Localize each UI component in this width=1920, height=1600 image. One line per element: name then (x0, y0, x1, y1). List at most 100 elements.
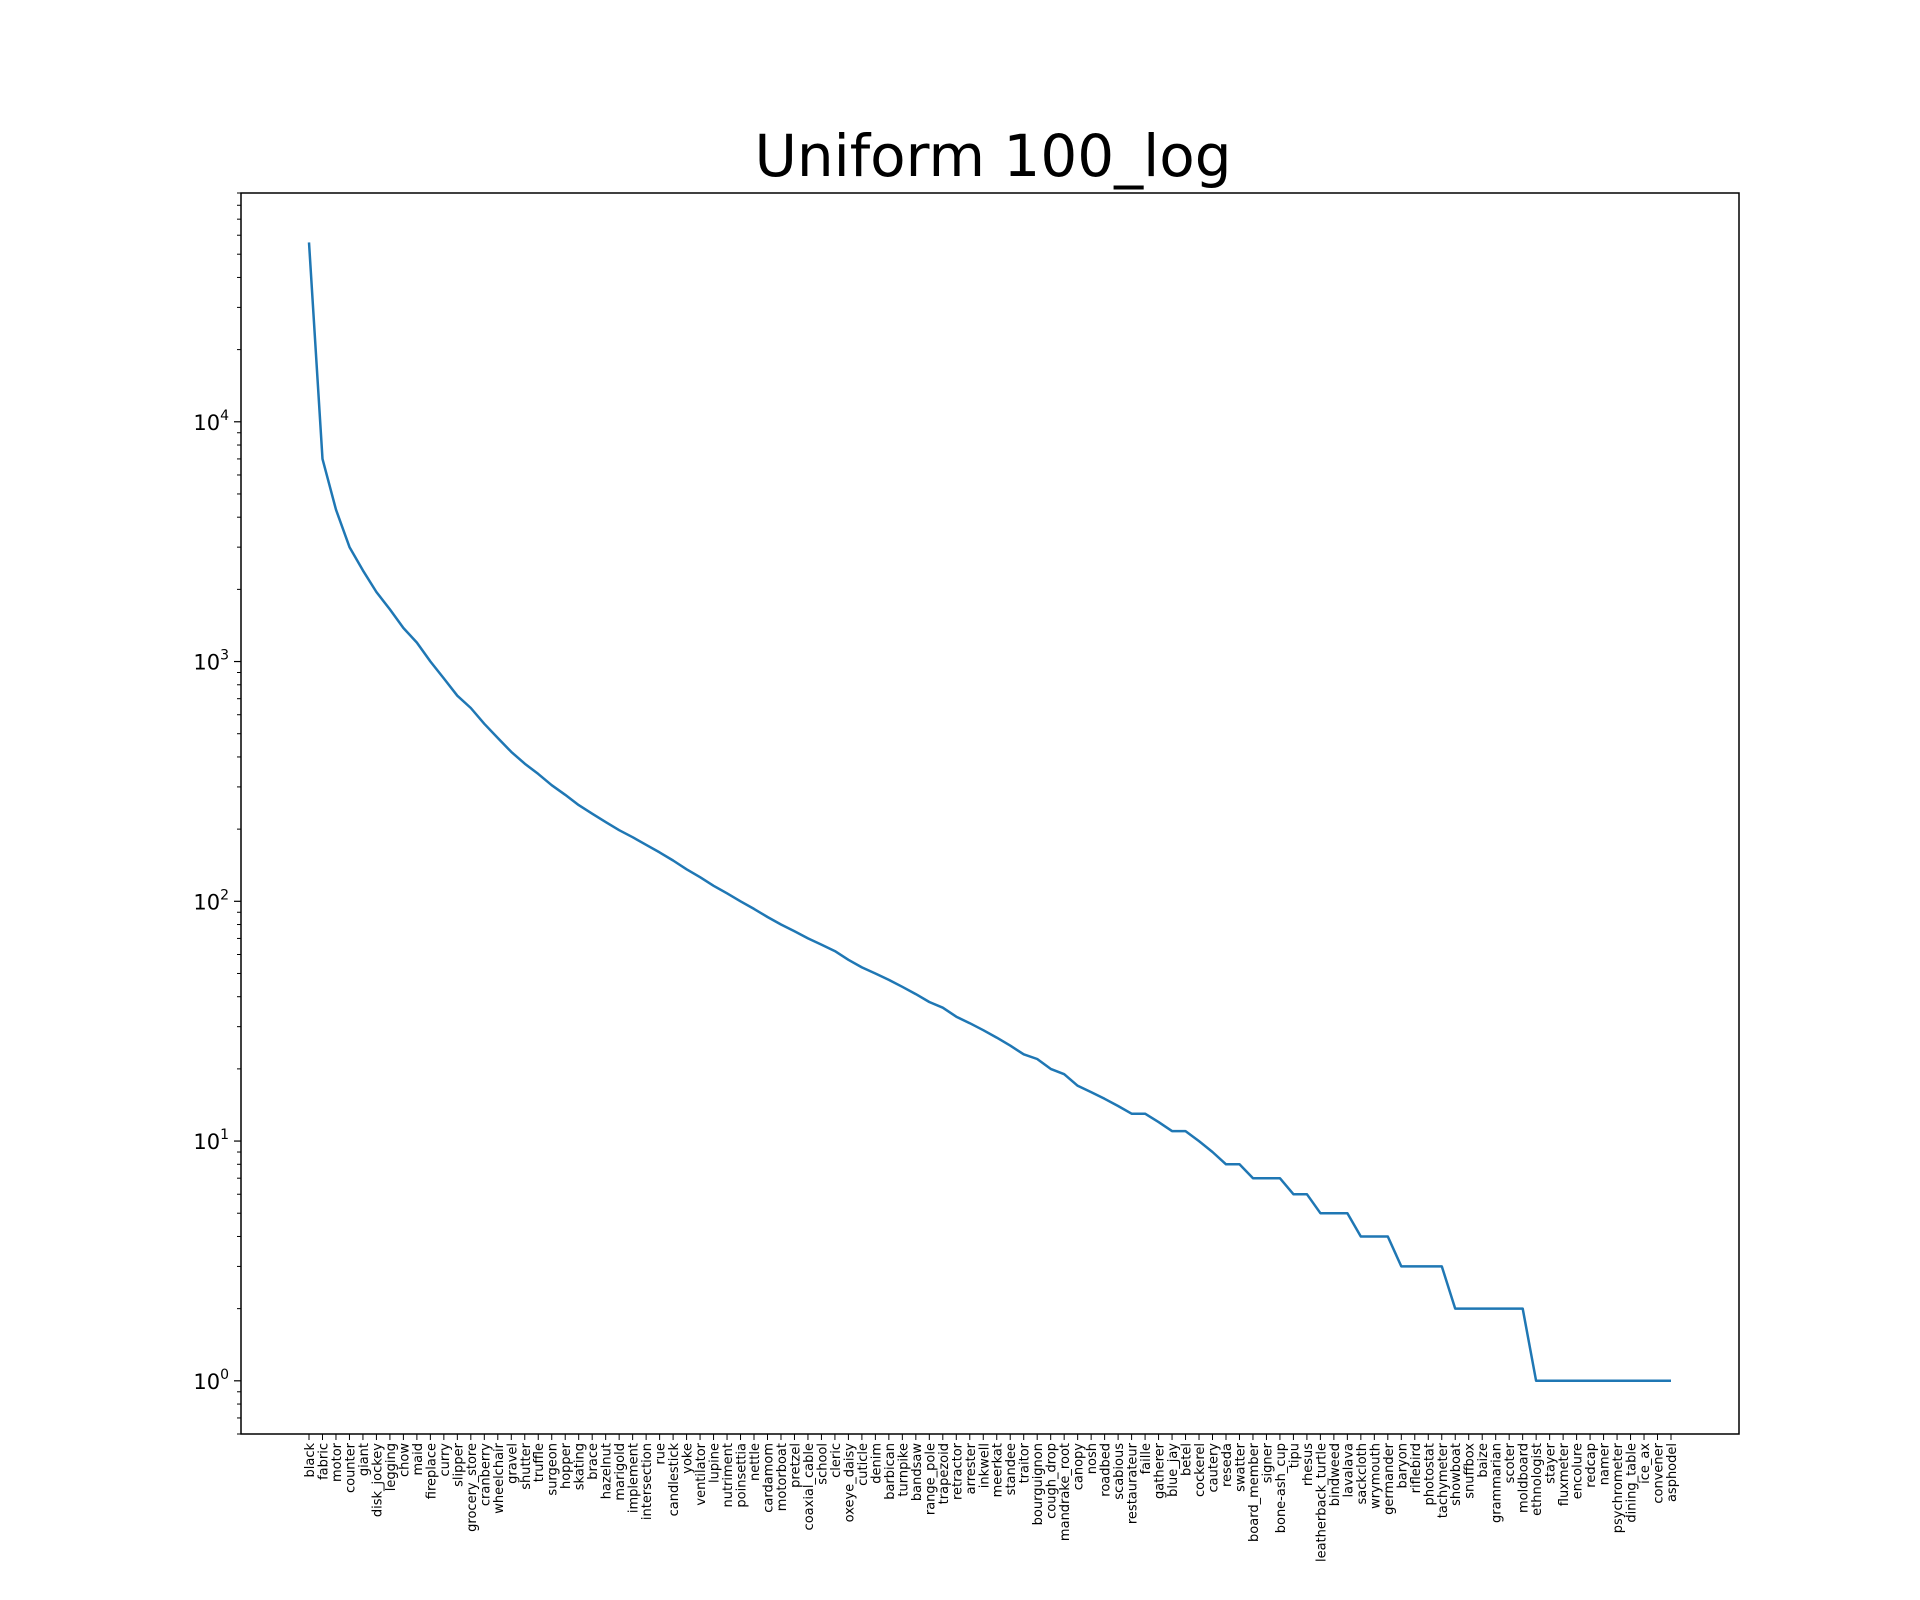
data-point (915, 993, 917, 995)
x-tick-label: ice_ax (1638, 1443, 1653, 1484)
x-tick-label: gravel (505, 1443, 520, 1484)
x-tick-label: hopper (559, 1442, 574, 1489)
data-point (578, 804, 580, 806)
x-tick-label: fabric (316, 1443, 331, 1480)
x-tick-label: nosh (1085, 1443, 1100, 1474)
data-point (1346, 1212, 1348, 1214)
data-point (1562, 1380, 1564, 1382)
x-tick-label: disk_jockey (370, 1443, 385, 1517)
x-tick-label: wrymouth (1368, 1443, 1383, 1509)
x-tick-label: tachymeter (1436, 1442, 1451, 1518)
x-tick-label: sackcloth (1355, 1443, 1370, 1504)
y-tick-base: 10 (193, 890, 220, 914)
data-point (928, 1001, 930, 1003)
x-tick-label: marigold (613, 1443, 628, 1501)
data-point (1319, 1212, 1321, 1214)
x-tick-label: asphodel (1665, 1443, 1680, 1502)
data-point (1076, 1085, 1078, 1087)
x-tick-label: lupine (708, 1443, 723, 1483)
data-point (1184, 1130, 1186, 1132)
data-point (1009, 1044, 1011, 1046)
y-tick-base: 10 (193, 1130, 220, 1154)
x-tick-label: fireplace (424, 1443, 439, 1499)
x-tick-label: standee (1004, 1443, 1019, 1495)
data-point (1117, 1105, 1119, 1107)
data-point (861, 966, 863, 968)
x-tick-label: maid (411, 1443, 426, 1476)
x-tick-label: legging (384, 1443, 399, 1491)
data-point (739, 900, 741, 902)
x-tick-label: traitor (1018, 1442, 1033, 1483)
x-tick-label: black (303, 1443, 318, 1478)
data-point (1157, 1121, 1159, 1123)
data-point (1535, 1380, 1537, 1382)
data-point (1454, 1307, 1456, 1309)
data-point (348, 546, 350, 548)
data-point (308, 241, 310, 243)
data-point (901, 986, 903, 988)
x-tick-label: counter (343, 1442, 358, 1493)
data-point (712, 885, 714, 887)
x-tick-label: canopy (1072, 1443, 1087, 1491)
x-tick-label: cautery (1207, 1443, 1222, 1493)
x-tick-label: betel (1180, 1443, 1195, 1476)
data-point (1589, 1380, 1591, 1382)
data-point (375, 591, 377, 593)
data-point (1602, 1380, 1604, 1382)
x-tick-label: cranberry (478, 1443, 493, 1506)
data-point (1063, 1073, 1065, 1075)
data-point (1494, 1307, 1496, 1309)
data-point (766, 916, 768, 918)
y-tick-exponent: 3 (220, 648, 229, 664)
y-tick-label: 102 (193, 887, 229, 914)
x-tick-label: shutter (519, 1442, 534, 1489)
data-point (362, 569, 364, 571)
x-tick-label: snuffbox (1463, 1443, 1478, 1499)
data-point (1265, 1177, 1267, 1179)
x-tick-label: ventilator (694, 1442, 709, 1505)
data-point (1629, 1380, 1631, 1382)
x-tick-label: restaurateur (1126, 1442, 1141, 1524)
data-point (564, 794, 566, 796)
data-point (631, 836, 633, 838)
x-tick-label: nettle (748, 1443, 763, 1481)
data-point (1373, 1235, 1375, 1237)
x-tick-label: rhesus (1301, 1443, 1316, 1486)
data-point (1130, 1113, 1132, 1115)
data-point (1643, 1380, 1645, 1382)
x-tick-label: hazelnut (600, 1443, 615, 1499)
x-tick-label: giant (357, 1443, 372, 1476)
x-tick-label: grocery_store (465, 1443, 480, 1532)
data-point (618, 829, 620, 831)
x-tick-label: wheelchair (492, 1442, 507, 1513)
x-tick-label: tipu (1287, 1443, 1302, 1468)
x-tick-label: truffle (532, 1443, 547, 1482)
data-point (1333, 1212, 1335, 1214)
data-point (834, 950, 836, 952)
x-tick-label: dining_table (1625, 1443, 1640, 1523)
chart-title: Uniform 100_log (754, 122, 1231, 190)
y-minor-ticks (237, 192, 241, 1435)
x-tick-label: stayer (1544, 1442, 1559, 1484)
data-point (456, 695, 458, 697)
data-point (1023, 1053, 1025, 1055)
data-point (1468, 1307, 1470, 1309)
data-point (1211, 1151, 1213, 1153)
x-tick-label: curry (438, 1443, 453, 1477)
data-point (726, 892, 728, 894)
data-point (1616, 1380, 1618, 1382)
data-point (1090, 1091, 1092, 1093)
data-point (402, 627, 404, 629)
data-point (537, 773, 539, 775)
data-point (1036, 1058, 1038, 1060)
data-point (524, 762, 526, 764)
data-point (955, 1016, 957, 1018)
data-point (1103, 1098, 1105, 1100)
data-point (874, 972, 876, 974)
data-point (1656, 1380, 1658, 1382)
x-tick-label: bindweed (1328, 1443, 1343, 1506)
x-tick-label: redcap (1584, 1443, 1599, 1488)
x-tick-label: inkwell (977, 1443, 992, 1488)
data-point (1049, 1068, 1051, 1070)
x-tick-label: meerkat (991, 1443, 1006, 1497)
